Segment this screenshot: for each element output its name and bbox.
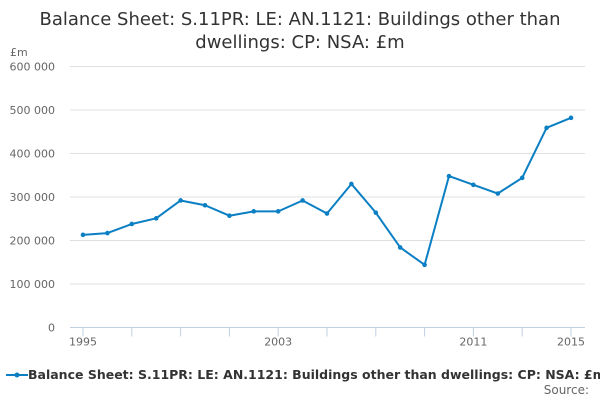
data-point	[324, 211, 330, 216]
y-tick-label: 100 000	[10, 278, 56, 291]
data-point	[373, 210, 379, 215]
data-point	[471, 182, 476, 188]
data-point	[446, 173, 452, 179]
data-point	[544, 125, 549, 131]
legend[interactable]: Balance Sheet: S.11PR: LE: AN.1121: Buil…	[6, 367, 600, 382]
data-point	[202, 202, 208, 208]
data-point	[422, 262, 427, 268]
data-point	[178, 198, 183, 203]
chart-title: Balance Sheet: S.11PR: LE: AN.1121: Buil…	[39, 9, 561, 53]
y-tick-label: 200 000	[10, 235, 56, 248]
data-point	[251, 209, 257, 214]
legend-line-icon	[6, 372, 28, 377]
y-tick-label: 400 000	[10, 148, 56, 161]
data-point	[495, 191, 501, 196]
y-tick-label: 300 000	[10, 191, 56, 204]
data-point	[80, 232, 86, 238]
legend-label: Balance Sheet: S.11PR: LE: AN.1121: Buil…	[28, 367, 600, 382]
source-label: Source:	[543, 383, 589, 397]
x-tick-label: 2015	[557, 336, 585, 349]
data-point	[519, 175, 525, 181]
data-point	[153, 216, 159, 221]
x-tick-label: 2003	[264, 336, 292, 349]
data-point	[275, 209, 281, 214]
y-axis-label: £m	[10, 46, 28, 59]
data-point	[227, 213, 232, 219]
data-point	[397, 245, 403, 250]
data-point	[105, 230, 110, 236]
data-point	[300, 198, 305, 203]
x-tick-label: 1995	[69, 336, 97, 349]
y-tick-label: 500 000	[10, 104, 56, 117]
data-point	[568, 115, 574, 121]
data-point	[129, 221, 135, 227]
x-tick-label: 2011	[459, 336, 487, 349]
data-point	[349, 181, 354, 187]
y-tick-label: 600 000	[10, 61, 56, 74]
y-tick-label: 0	[48, 322, 55, 335]
